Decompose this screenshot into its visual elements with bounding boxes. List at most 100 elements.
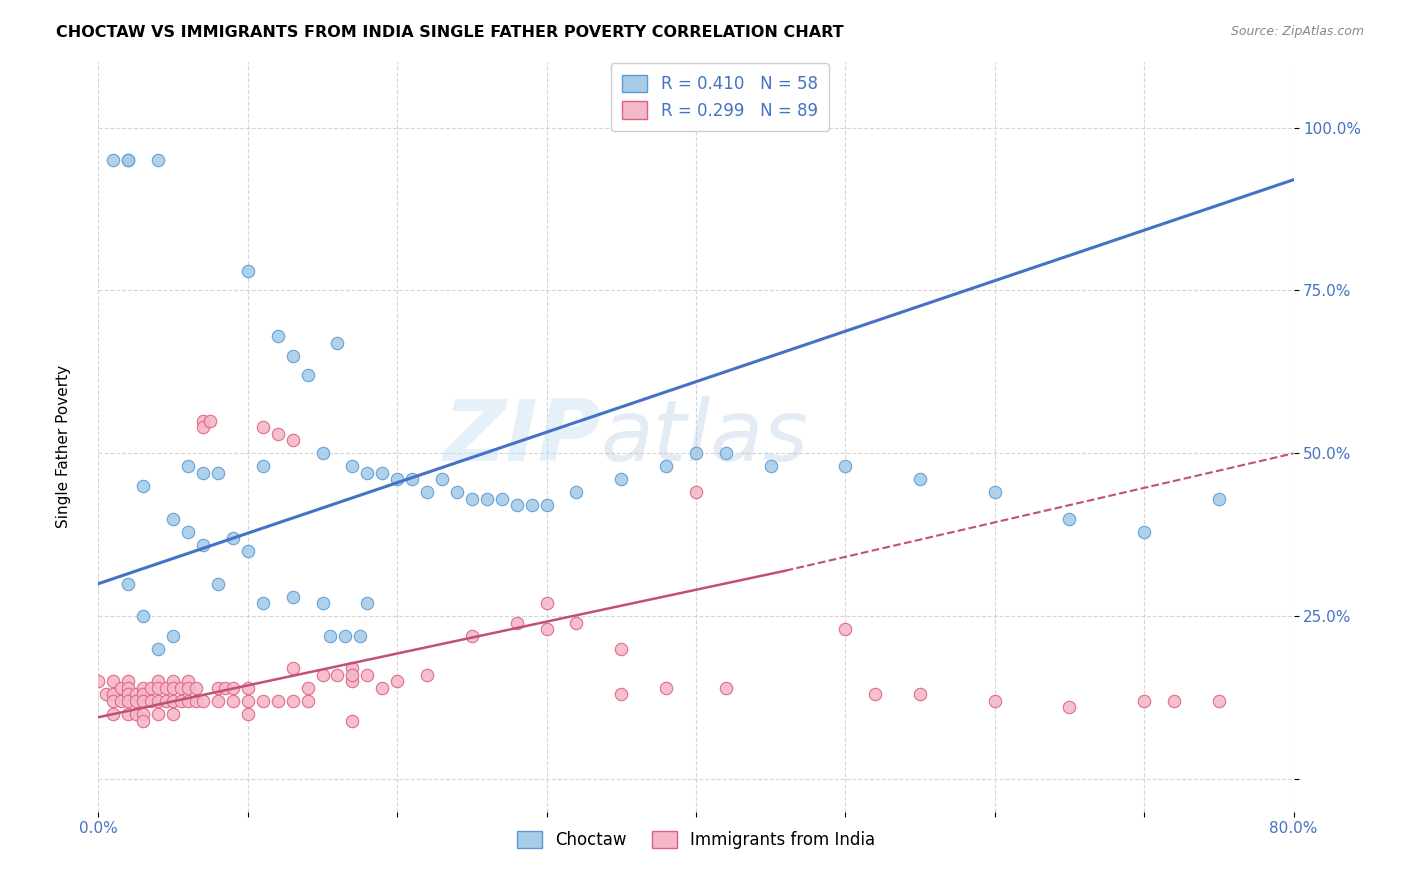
Point — [416, 485, 439, 500]
Point — [162, 694, 184, 708]
Point — [834, 622, 856, 636]
Point — [281, 694, 304, 708]
Point — [565, 615, 588, 630]
Point — [103, 706, 125, 721]
Point — [117, 153, 139, 168]
Point — [267, 426, 290, 441]
Point — [281, 590, 304, 604]
Point — [148, 694, 170, 708]
Point — [446, 485, 468, 500]
Point — [1208, 694, 1230, 708]
Point — [491, 491, 513, 506]
Point — [356, 466, 378, 480]
Point — [267, 329, 290, 343]
Point — [342, 714, 364, 728]
Point — [103, 694, 125, 708]
Point — [132, 681, 155, 695]
Point — [356, 668, 378, 682]
Point — [148, 641, 170, 656]
Point — [94, 688, 117, 702]
Point — [110, 694, 132, 708]
Point — [319, 629, 342, 643]
Point — [506, 615, 529, 630]
Point — [475, 491, 498, 506]
Point — [200, 414, 222, 428]
Point — [297, 681, 319, 695]
Point — [162, 706, 184, 721]
Point — [177, 674, 200, 689]
Point — [169, 681, 191, 695]
Point — [132, 694, 155, 708]
Point — [297, 368, 319, 383]
Point — [191, 694, 214, 708]
Point — [207, 681, 229, 695]
Point — [461, 629, 484, 643]
Point — [297, 694, 319, 708]
Point — [191, 466, 214, 480]
Point — [148, 681, 170, 695]
Point — [610, 472, 633, 486]
Point — [117, 688, 139, 702]
Point — [401, 472, 423, 486]
Point — [385, 674, 409, 689]
Point — [326, 335, 349, 350]
Point — [311, 668, 333, 682]
Point — [1163, 694, 1185, 708]
Point — [685, 446, 707, 460]
Point — [252, 596, 274, 610]
Point — [416, 668, 439, 682]
Legend: Choctaw, Immigrants from India: Choctaw, Immigrants from India — [510, 824, 882, 855]
Point — [984, 485, 1007, 500]
Point — [536, 622, 558, 636]
Point — [984, 694, 1007, 708]
Point — [155, 694, 177, 708]
Point — [834, 459, 856, 474]
Point — [117, 681, 139, 695]
Point — [191, 420, 214, 434]
Point — [103, 688, 125, 702]
Point — [1059, 700, 1081, 714]
Point — [252, 694, 274, 708]
Point — [281, 661, 304, 675]
Point — [714, 446, 737, 460]
Point — [610, 688, 633, 702]
Point — [169, 694, 191, 708]
Point — [236, 544, 259, 558]
Point — [342, 459, 364, 474]
Point — [184, 694, 207, 708]
Point — [139, 694, 162, 708]
Point — [177, 681, 200, 695]
Point — [655, 459, 678, 474]
Point — [356, 596, 378, 610]
Point — [714, 681, 737, 695]
Point — [191, 538, 214, 552]
Point — [759, 459, 782, 474]
Text: CHOCTAW VS IMMIGRANTS FROM INDIA SINGLE FATHER POVERTY CORRELATION CHART: CHOCTAW VS IMMIGRANTS FROM INDIA SINGLE … — [56, 25, 844, 40]
Point — [908, 688, 931, 702]
Point — [333, 629, 356, 643]
Point — [461, 491, 484, 506]
Point — [236, 681, 259, 695]
Point — [536, 499, 558, 513]
Text: Single Father Poverty: Single Father Poverty — [56, 365, 70, 527]
Point — [132, 479, 155, 493]
Point — [148, 153, 170, 168]
Point — [252, 420, 274, 434]
Point — [349, 629, 371, 643]
Point — [214, 681, 236, 695]
Point — [125, 706, 148, 721]
Point — [311, 596, 333, 610]
Point — [311, 446, 333, 460]
Point — [103, 153, 125, 168]
Point — [536, 596, 558, 610]
Point — [162, 674, 184, 689]
Point — [655, 681, 678, 695]
Point — [103, 674, 125, 689]
Point — [117, 153, 139, 168]
Point — [908, 472, 931, 486]
Point — [222, 531, 245, 545]
Point — [1059, 511, 1081, 525]
Point — [342, 674, 364, 689]
Point — [610, 641, 633, 656]
Point — [326, 668, 349, 682]
